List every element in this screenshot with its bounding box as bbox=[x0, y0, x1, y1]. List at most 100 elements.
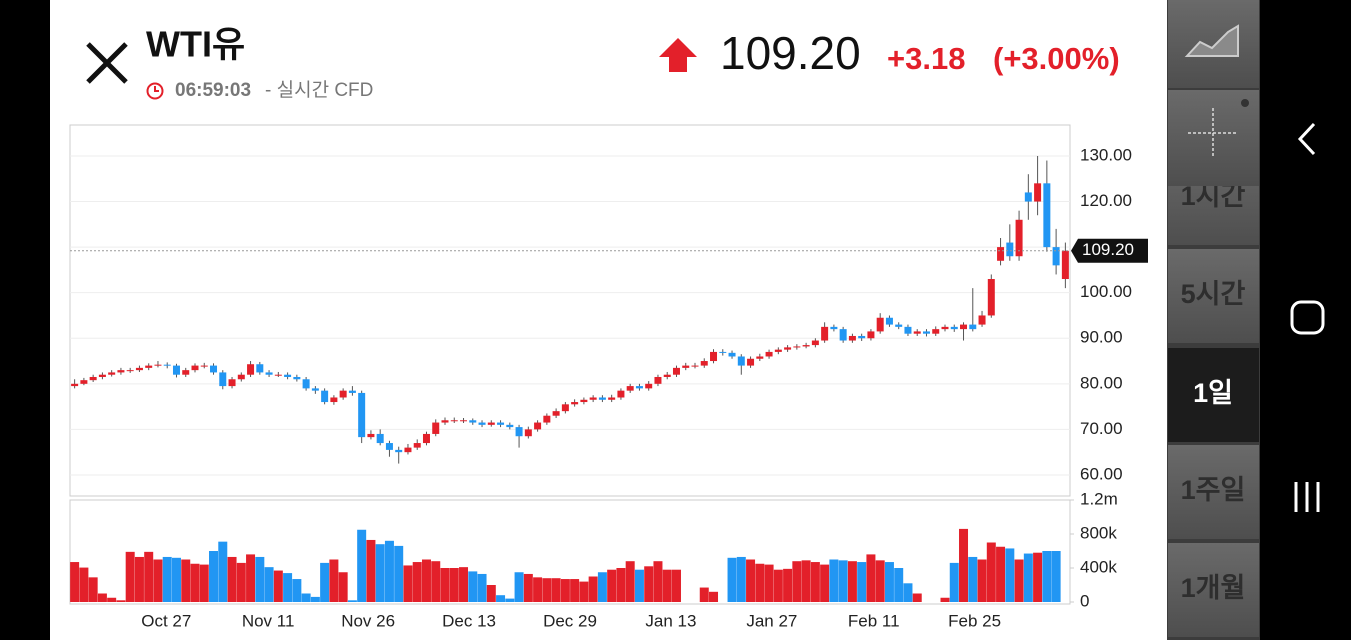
candle-body bbox=[598, 397, 606, 400]
chart-type-button[interactable] bbox=[1168, 0, 1259, 88]
volume-bar bbox=[588, 576, 598, 602]
x-tick-label: Jan 27 bbox=[746, 611, 797, 630]
volume-bar bbox=[1023, 553, 1033, 602]
recents-icon[interactable] bbox=[1294, 482, 1320, 512]
volume-frame bbox=[69, 499, 1071, 605]
price: 109.20 bbox=[720, 27, 861, 79]
period-button[interactable] bbox=[1168, 348, 1259, 442]
volume-bar bbox=[70, 562, 80, 602]
candle-body bbox=[172, 365, 180, 375]
home-icon[interactable] bbox=[1290, 300, 1325, 335]
volume-bar bbox=[134, 556, 144, 602]
volume-bar bbox=[820, 564, 830, 602]
candle-body bbox=[256, 364, 264, 373]
change-pct: (+3.00%) bbox=[993, 41, 1120, 76]
candle-body bbox=[589, 397, 597, 400]
candle-body bbox=[839, 329, 847, 341]
candle-body bbox=[478, 422, 486, 425]
candle-body bbox=[608, 397, 616, 400]
candle-body bbox=[747, 358, 755, 366]
candle-body bbox=[997, 247, 1005, 261]
volume-bar bbox=[116, 600, 126, 602]
y-tick-label: 400k bbox=[1080, 557, 1117, 576]
volume-bar bbox=[912, 593, 922, 602]
candle-body bbox=[191, 365, 199, 371]
candle-body bbox=[200, 365, 208, 367]
candle-body bbox=[811, 340, 819, 346]
period-button[interactable] bbox=[1168, 249, 1259, 343]
volume-bar bbox=[634, 569, 644, 602]
volume-bar bbox=[607, 569, 617, 602]
close-icon bbox=[86, 42, 128, 84]
candle-body bbox=[552, 411, 560, 416]
candle-body bbox=[98, 374, 106, 377]
volume-bar bbox=[431, 561, 441, 602]
volume-bar bbox=[246, 554, 256, 602]
volume-bar bbox=[366, 539, 376, 602]
candle-body bbox=[413, 443, 421, 448]
candle-body bbox=[1061, 250, 1069, 280]
y-tick-label: 60.00 bbox=[1080, 464, 1123, 483]
volume-bar bbox=[97, 593, 107, 602]
candle-body bbox=[876, 317, 884, 332]
volume-bar bbox=[236, 562, 246, 602]
period-button[interactable] bbox=[1168, 445, 1259, 539]
candle-body bbox=[108, 372, 116, 375]
volume-bar bbox=[653, 561, 663, 602]
period-button[interactable] bbox=[1168, 543, 1259, 637]
candle-body bbox=[904, 326, 912, 334]
candle-body bbox=[237, 374, 245, 380]
candle-body bbox=[80, 380, 88, 384]
candle-body bbox=[432, 422, 440, 434]
volume-bar bbox=[542, 578, 552, 602]
y-tick-label: 130.00 bbox=[1080, 145, 1132, 164]
volume-bar bbox=[523, 573, 533, 602]
candle-body bbox=[274, 374, 282, 376]
volume-bar bbox=[579, 581, 589, 602]
change: +3.18 bbox=[887, 41, 965, 76]
candle-body bbox=[441, 420, 449, 423]
candle-body bbox=[654, 376, 662, 384]
candle-body bbox=[645, 383, 653, 389]
volume-bar bbox=[551, 578, 561, 602]
back-icon[interactable] bbox=[1297, 122, 1316, 156]
candle-body bbox=[1024, 192, 1032, 202]
volume-bar bbox=[662, 569, 672, 602]
time: 06:59:03 bbox=[175, 80, 251, 101]
volume-bar bbox=[1042, 551, 1052, 602]
y-tick-label: 1.2m bbox=[1080, 489, 1118, 508]
nav-bar bbox=[1260, 0, 1351, 640]
volume-bar bbox=[783, 568, 793, 602]
candle-body bbox=[867, 331, 875, 339]
volume-bar bbox=[940, 597, 950, 602]
close-button[interactable] bbox=[86, 42, 128, 84]
candle-body bbox=[247, 364, 255, 375]
volume-bar bbox=[440, 568, 450, 602]
candle-body bbox=[228, 379, 236, 387]
volume-bar bbox=[570, 579, 580, 602]
volume-bar bbox=[264, 567, 274, 602]
volume-bar bbox=[227, 556, 237, 602]
period-label: 1일 bbox=[1193, 378, 1233, 408]
candle-body bbox=[728, 352, 736, 357]
volume-bar bbox=[968, 556, 978, 602]
volume-bar bbox=[153, 559, 163, 602]
volume-bar bbox=[310, 596, 320, 602]
volume-bar bbox=[514, 572, 524, 602]
volume-bar bbox=[959, 528, 969, 602]
volume-bar bbox=[597, 572, 607, 602]
x-tick-label: Dec 29 bbox=[543, 611, 597, 630]
volume-bar bbox=[857, 562, 867, 602]
candle-body bbox=[145, 365, 153, 368]
title: WTI유 bbox=[146, 24, 245, 65]
volume-bar bbox=[468, 571, 478, 602]
volume-bar bbox=[505, 598, 515, 602]
volume-bar bbox=[560, 579, 570, 602]
candle-body bbox=[506, 424, 514, 428]
candle-body bbox=[784, 347, 792, 350]
volume-bar bbox=[412, 562, 422, 602]
volume-bar bbox=[1051, 551, 1061, 602]
volume-bar bbox=[384, 540, 394, 602]
volume-bar bbox=[727, 557, 737, 602]
